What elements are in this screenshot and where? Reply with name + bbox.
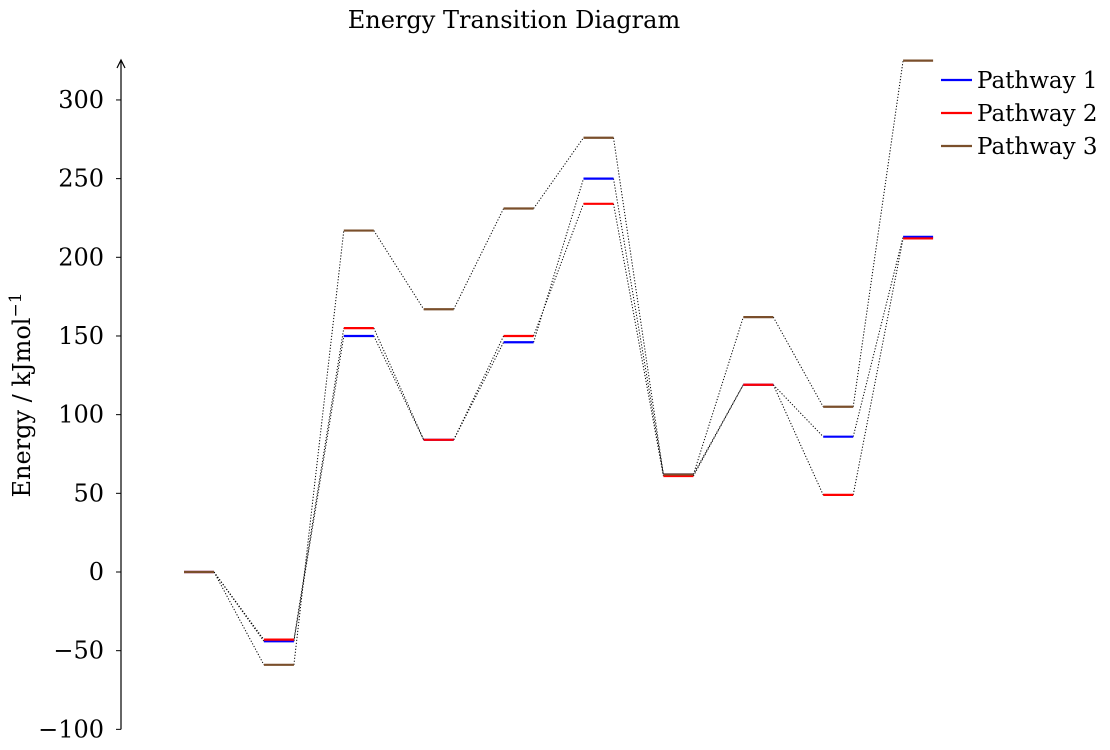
- connector-line: [613, 203, 664, 477]
- connector-line: [373, 230, 425, 310]
- connector-line: [533, 203, 584, 337]
- connector-line: [692, 384, 744, 477]
- connector-line: [453, 342, 505, 441]
- legend: Pathway 1 Pathway 2 Pathway 3: [941, 68, 1098, 160]
- y-tick-label: 200: [58, 243, 104, 271]
- chart-title: Energy Transition Diagram: [348, 6, 681, 34]
- connector-line: [453, 208, 505, 310]
- energy-levels: [184, 59, 934, 666]
- y-axis-title-text: Energy / kJmol: [8, 318, 36, 498]
- connector-line: [453, 335, 505, 441]
- y-tick-label: 250: [58, 165, 104, 193]
- y-tick-label: 150: [58, 322, 104, 350]
- legend-label: Pathway 3: [977, 134, 1098, 160]
- connector-line: [293, 230, 345, 665]
- connector-line: [293, 335, 345, 642]
- y-tick-label: 50: [73, 479, 104, 507]
- connector-line: [213, 571, 265, 666]
- legend-label: Pathway 2: [977, 101, 1098, 127]
- connector-line: [692, 384, 744, 475]
- connector-line: [852, 236, 904, 437]
- connector-line: [373, 335, 425, 441]
- y-axis-title: Energy / kJmol−1: [6, 292, 36, 497]
- connector-line: [213, 571, 265, 640]
- y-axis-arrowhead: [116, 58, 126, 69]
- connector-line: [772, 316, 824, 408]
- connector-line: [692, 316, 744, 475]
- connector-line: [533, 178, 584, 343]
- connector-line: [533, 137, 584, 209]
- svg-text:Energy / kJmol−1: Energy / kJmol−1: [6, 292, 36, 497]
- connector-line: [772, 384, 824, 438]
- connector-line: [373, 327, 425, 441]
- legend-label: Pathway 1: [977, 68, 1098, 94]
- y-tick-label: 100: [58, 401, 104, 429]
- connector-line: [852, 238, 904, 495]
- y-tick-label: −50: [53, 637, 104, 665]
- y-tick-label: 0: [89, 558, 104, 586]
- y-tick-label: 300: [58, 86, 104, 114]
- y-axis: −100 −50 0 50 100 150 200 250 300: [38, 58, 126, 743]
- connector-line: [772, 384, 824, 496]
- connector-lines: [213, 60, 904, 666]
- connector-line: [613, 137, 664, 475]
- y-tick-label: −100: [38, 715, 104, 743]
- y-axis-title-superscript: −1: [6, 292, 26, 317]
- connector-line: [613, 178, 664, 475]
- connector-line: [852, 60, 904, 407]
